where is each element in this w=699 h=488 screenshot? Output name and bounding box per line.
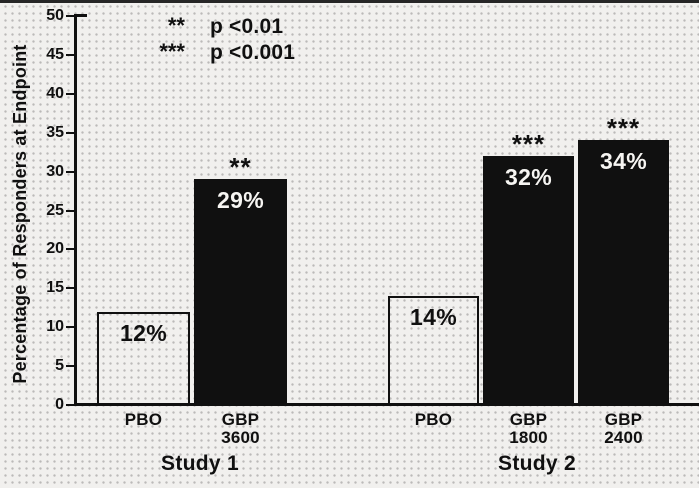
legend-text: p <0.01 (210, 15, 284, 38)
bar-pbo (97, 312, 190, 405)
y-tick-label: 30 (46, 162, 64, 180)
scan-border-top (0, 0, 699, 3)
category-label: GBP 3600 (221, 410, 260, 447)
significance-marker: *** (606, 113, 641, 143)
category-label: PBO (414, 410, 453, 429)
y-tick-mark (66, 287, 75, 290)
bar-gbp-3600 (194, 179, 287, 405)
category-label: GBP 2400 (604, 410, 643, 447)
y-tick-mark (66, 404, 75, 406)
category-label: PBO (124, 410, 163, 429)
legend-row: *** p <0.001 (120, 39, 295, 65)
significance-marker: ** (229, 152, 252, 182)
y-tick-label: 20 (46, 240, 64, 258)
group-title: Study 1 (161, 452, 239, 475)
bar-gbp-1800 (483, 156, 574, 405)
y-tick-mark (66, 92, 75, 95)
y-tick-mark (66, 53, 75, 56)
bar-gbp-2400 (578, 140, 669, 405)
y-tick-label: 15 (46, 279, 64, 297)
significance-legend: ** p <0.01 *** p <0.001 (120, 13, 295, 65)
x-axis-line (74, 403, 699, 406)
y-tick-mark (66, 170, 75, 173)
bar-value-label: 34% (600, 148, 647, 174)
bar-pbo (388, 296, 479, 405)
significance-marker: *** (511, 129, 546, 159)
y-tick-label: 10 (46, 318, 64, 336)
legend-symbol: ** (167, 13, 185, 38)
y-tick-mark (66, 365, 75, 368)
bar-value-label: 14% (410, 304, 457, 330)
legend-symbol: *** (159, 39, 185, 64)
bar-value-label: 12% (120, 320, 167, 346)
bar-value-label: 29% (217, 187, 264, 213)
legend-row: ** p <0.01 (120, 13, 295, 39)
y-axis-title: Percentage of Responders at Endpoint (10, 44, 30, 384)
y-tick-mark (66, 326, 75, 329)
bar-value-label: 32% (505, 164, 552, 190)
y-tick-label: 35 (46, 123, 64, 141)
category-label: GBP 1800 (509, 410, 548, 447)
y-axis-top-cap (74, 14, 87, 17)
legend-text: p <0.001 (210, 41, 296, 64)
y-tick-mark (66, 209, 75, 212)
y-tick-label: 25 (46, 201, 64, 219)
group-title: Study 2 (498, 452, 576, 475)
y-tick-label: 5 (55, 357, 64, 375)
y-tick-label: 50 (46, 7, 64, 24)
y-axis-line (74, 14, 77, 406)
y-tick-label: 40 (46, 84, 64, 102)
y-tick-label: 0 (55, 396, 64, 413)
y-tick-mark (66, 131, 75, 134)
y-tick-mark (66, 15, 75, 17)
y-tick-mark (66, 248, 75, 251)
y-tick-label: 45 (46, 45, 64, 63)
